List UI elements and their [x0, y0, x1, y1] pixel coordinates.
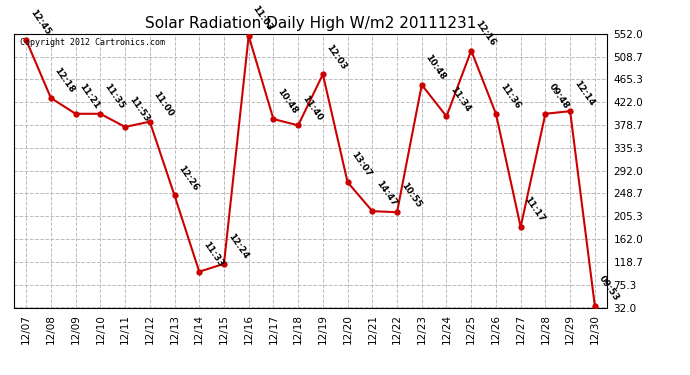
Title: Solar Radiation Daily High W/m2 20111231: Solar Radiation Daily High W/m2 20111231: [145, 16, 476, 31]
Text: 11:40: 11:40: [300, 94, 324, 122]
Text: 12:24: 12:24: [226, 232, 250, 261]
Text: 12:14: 12:14: [572, 79, 596, 108]
Text: 11:36: 11:36: [498, 82, 522, 111]
Text: 12:03: 12:03: [325, 43, 348, 71]
Text: 10:48: 10:48: [424, 53, 448, 82]
Text: Copyright 2012 Cartronics.com: Copyright 2012 Cartronics.com: [20, 38, 165, 47]
Text: 11:17: 11:17: [522, 195, 546, 224]
Text: 12:18: 12:18: [53, 66, 77, 95]
Text: 11:53: 11:53: [127, 95, 151, 124]
Text: 10:55: 10:55: [399, 180, 423, 209]
Text: 09:48: 09:48: [547, 82, 571, 111]
Text: 12:26: 12:26: [177, 164, 200, 192]
Text: 14:47: 14:47: [374, 179, 398, 208]
Text: 12:45: 12:45: [28, 8, 52, 37]
Text: 11:33: 11:33: [201, 240, 225, 268]
Text: 11:03: 11:03: [250, 4, 275, 33]
Text: 10:48: 10:48: [275, 87, 299, 116]
Text: 11:34: 11:34: [448, 84, 473, 113]
Text: 12:16: 12:16: [473, 19, 497, 47]
Text: 11:35: 11:35: [102, 82, 126, 111]
Text: 09:53: 09:53: [597, 274, 620, 303]
Text: 11:21: 11:21: [77, 82, 101, 111]
Text: 11:00: 11:00: [152, 90, 175, 118]
Text: 13:07: 13:07: [350, 150, 373, 179]
